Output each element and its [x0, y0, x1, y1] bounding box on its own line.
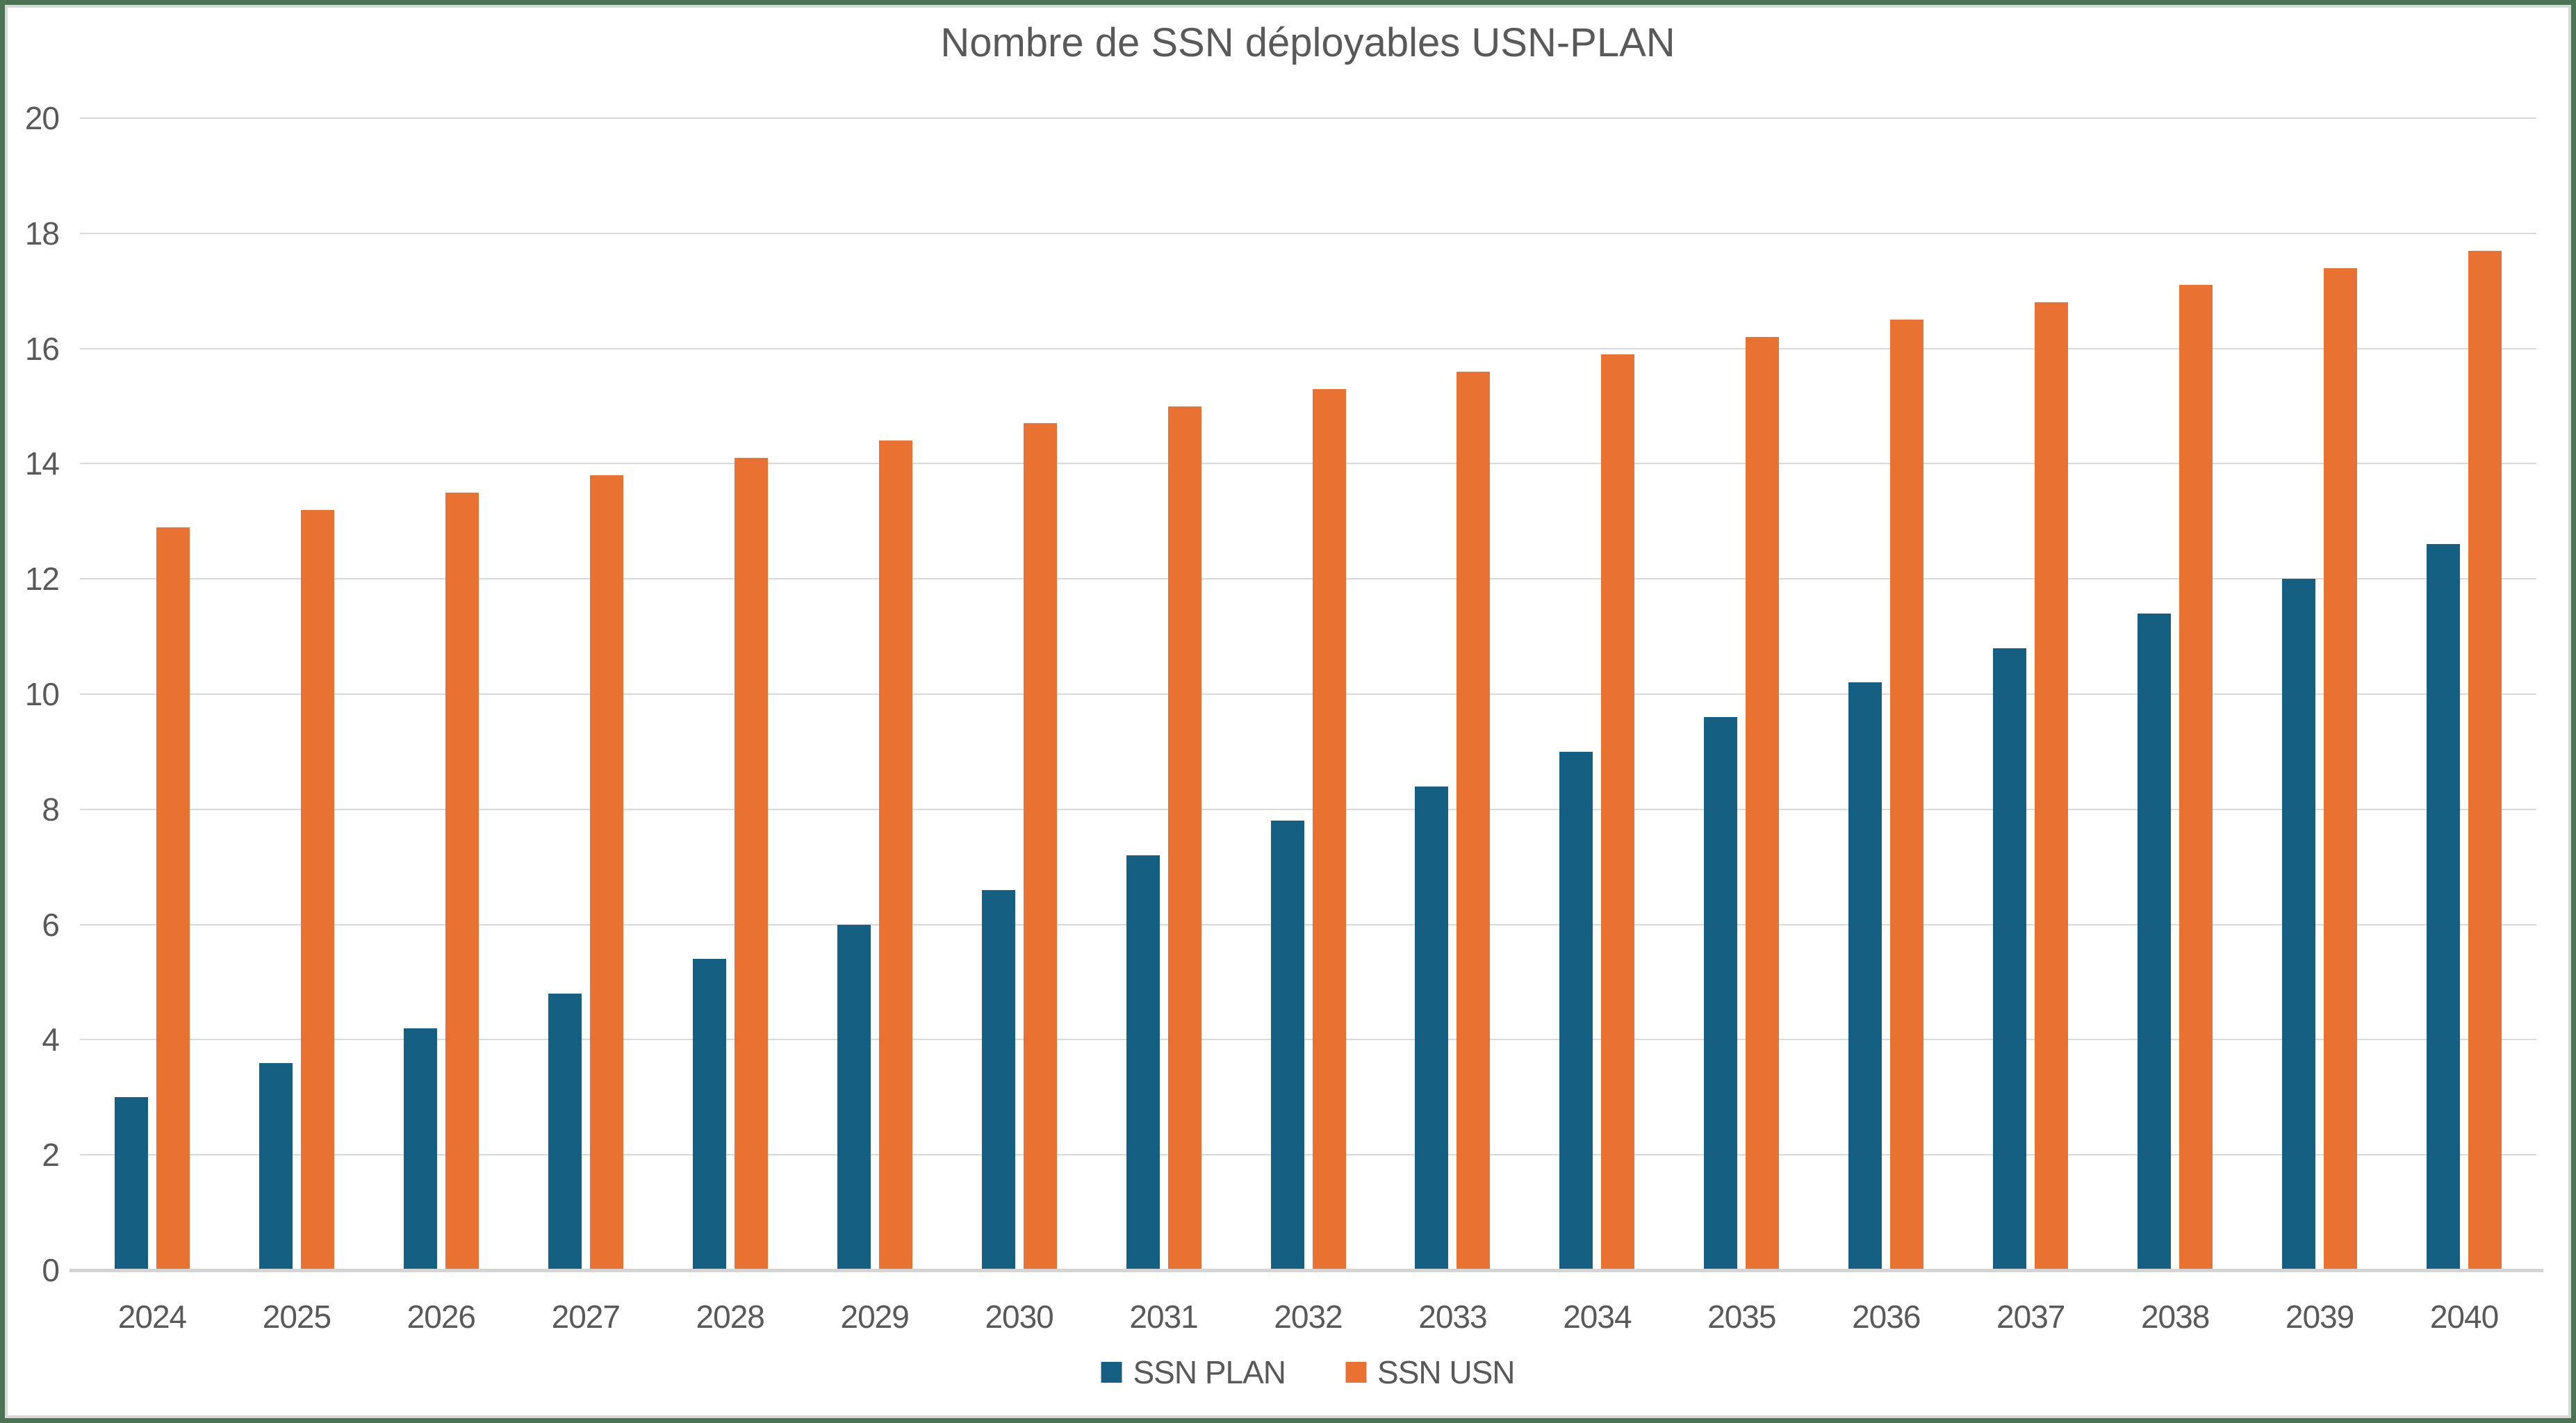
bar-ssn-plan-2027 [548, 994, 582, 1270]
bar-ssn-usn-2024 [156, 527, 190, 1270]
bar-ssn-plan-2034 [1559, 751, 1593, 1270]
bar-ssn-usn-2038 [2179, 285, 2213, 1270]
bar-ssn-usn-2040 [2468, 250, 2502, 1270]
gridline-y-2 [80, 1154, 2536, 1156]
legend-item-ssn-usn: SSN USN [1345, 1354, 1516, 1391]
y-tick-label-16: 16 [24, 330, 60, 367]
x-tick-label-2028: 2028 [696, 1299, 765, 1335]
x-tick-label-2029: 2029 [840, 1299, 910, 1335]
x-tick-label-2036: 2036 [1852, 1299, 1921, 1335]
gridline-y-8 [80, 808, 2536, 810]
bar-ssn-usn-2034 [1601, 354, 1635, 1270]
x-tick-label-2025: 2025 [262, 1299, 331, 1335]
y-tick-label-20: 20 [24, 100, 60, 136]
bar-ssn-usn-2033 [1457, 371, 1491, 1270]
y-tick-label-0: 0 [42, 1252, 60, 1288]
y-tick-label-12: 12 [24, 561, 60, 598]
y-tick-label-4: 4 [42, 1021, 60, 1058]
gridline-y-20 [80, 117, 2536, 119]
y-tick-label-18: 18 [24, 215, 60, 252]
gridline-y-12 [80, 578, 2536, 580]
gridline-y-16 [80, 347, 2536, 349]
bar-ssn-plan-2033 [1415, 786, 1449, 1270]
bar-ssn-plan-2035 [1704, 717, 1738, 1270]
y-tick-label-8: 8 [42, 791, 60, 828]
bar-ssn-usn-2037 [2035, 302, 2069, 1270]
bar-ssn-usn-2035 [1746, 337, 1780, 1270]
bar-ssn-plan-2030 [981, 889, 1015, 1270]
bar-ssn-plan-2024 [114, 1097, 148, 1270]
x-tick-label-2027: 2027 [551, 1299, 621, 1335]
bar-ssn-usn-2026 [445, 492, 479, 1270]
bar-ssn-plan-2031 [1126, 855, 1160, 1270]
y-tick-label-10: 10 [24, 676, 60, 712]
x-tick-label-2034: 2034 [1563, 1299, 1632, 1335]
x-tick-label-2032: 2032 [1274, 1299, 1343, 1335]
legend-label: SSN PLAN [1133, 1354, 1286, 1390]
x-tick-label-2039: 2039 [2285, 1299, 2354, 1335]
bar-ssn-usn-2031 [1167, 406, 1201, 1270]
x-tick-label-2033: 2033 [1418, 1299, 1487, 1335]
bar-ssn-plan-2029 [837, 924, 871, 1270]
gridline-y-14 [80, 463, 2536, 465]
gridline-y-10 [80, 693, 2536, 695]
y-tick-label-2: 2 [42, 1137, 60, 1174]
bar-ssn-plan-2026 [403, 1028, 437, 1270]
bar-ssn-plan-2036 [1848, 682, 1882, 1270]
x-tick-label-2038: 2038 [2140, 1299, 2210, 1335]
bar-ssn-plan-2039 [2282, 579, 2316, 1270]
legend-item-ssn-plan: SSN PLAN [1101, 1354, 1286, 1391]
legend-swatch-icon [1101, 1362, 1122, 1383]
bar-ssn-plan-2028 [692, 959, 726, 1270]
bar-ssn-usn-2039 [2324, 268, 2358, 1270]
bar-ssn-plan-2038 [2138, 613, 2172, 1270]
bar-ssn-plan-2032 [1270, 821, 1304, 1270]
x-tick-label-2026: 2026 [407, 1299, 476, 1335]
y-tick-label-6: 6 [42, 906, 60, 943]
bar-ssn-usn-2032 [1312, 388, 1346, 1270]
x-tick-label-2037: 2037 [1996, 1299, 2065, 1335]
x-tick-label-2035: 2035 [1707, 1299, 1776, 1335]
x-tick-label-2024: 2024 [117, 1299, 187, 1335]
chart-legend: SSN PLAN SSN USN [1101, 1354, 1516, 1391]
plot-area [80, 117, 2536, 1270]
legend-label: SSN USN [1377, 1354, 1515, 1390]
chart-title: Nombre de SSN déployables USN-PLAN [940, 20, 1675, 65]
gridline-y-18 [80, 232, 2536, 234]
gridline-y-6 [80, 923, 2536, 926]
bar-ssn-usn-2028 [734, 458, 768, 1270]
legend-swatch-icon [1345, 1362, 1367, 1383]
y-tick-label-14: 14 [24, 445, 60, 482]
bar-ssn-usn-2025 [300, 509, 334, 1270]
bar-ssn-usn-2027 [589, 475, 623, 1270]
bar-ssn-plan-2037 [1993, 648, 2027, 1270]
bar-ssn-plan-2025 [259, 1062, 293, 1270]
bar-ssn-usn-2030 [1023, 423, 1057, 1270]
x-axis-line [69, 1269, 2543, 1272]
bar-ssn-plan-2040 [2427, 544, 2461, 1270]
x-tick-label-2040: 2040 [2429, 1299, 2499, 1335]
x-tick-label-2030: 2030 [985, 1299, 1053, 1335]
x-tick-label-2031: 2031 [1129, 1299, 1198, 1335]
bar-ssn-usn-2029 [878, 441, 912, 1270]
bar-ssn-usn-2036 [1890, 320, 1924, 1270]
gridline-y-4 [80, 1039, 2536, 1041]
